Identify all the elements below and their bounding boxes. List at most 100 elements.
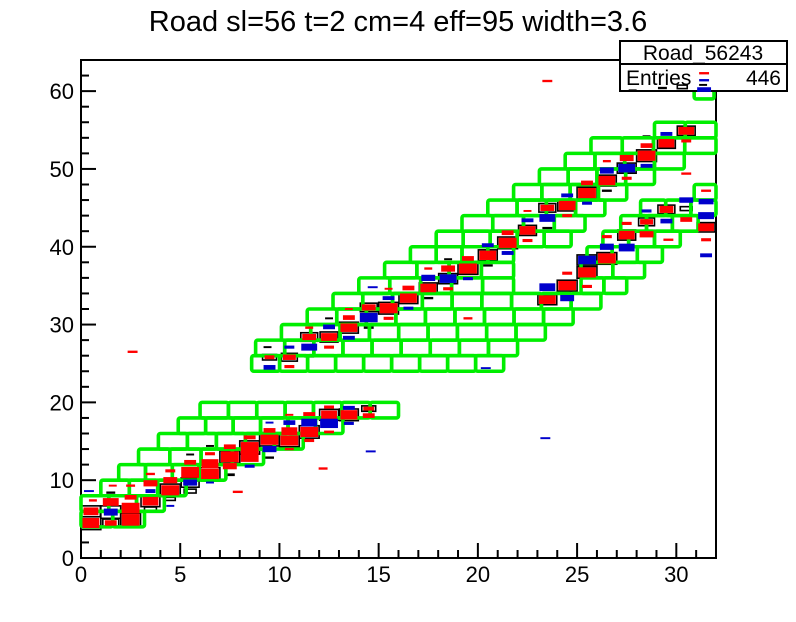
hit-box-red — [598, 175, 616, 186]
stats-title: Road_56243 — [643, 42, 763, 65]
hit-box-red — [263, 428, 276, 433]
hit-box-red — [127, 350, 138, 353]
hit-box-red — [658, 138, 675, 148]
hit-box-blue — [265, 421, 274, 424]
hit-box-red — [538, 295, 556, 304]
hit-box-red — [602, 159, 611, 163]
hit-box-blue — [698, 198, 714, 205]
hit-box-black — [676, 84, 689, 90]
hit-box-blue — [578, 255, 596, 265]
green-road-layer — [79, 86, 718, 529]
hit-box-red — [145, 472, 155, 476]
hit-box-red — [523, 209, 532, 212]
stats-entries-label: Entries — [626, 67, 691, 90]
hit-box-red — [420, 283, 437, 293]
y-tick-label: 10 — [50, 468, 74, 493]
hit-box-red — [165, 469, 176, 473]
hit-box-red — [582, 284, 592, 288]
hit-box-red — [284, 447, 294, 451]
hit-box-blue — [359, 312, 378, 323]
hit-box-red — [361, 304, 376, 311]
hit-box-black — [224, 473, 235, 477]
hit-box-red — [562, 214, 573, 218]
hit-box-red — [82, 517, 100, 529]
hit-box-red — [621, 176, 632, 180]
hit-box-red — [121, 502, 140, 514]
hit-box-red — [205, 452, 215, 456]
hit-box-red — [701, 189, 712, 192]
hit-box-blue — [323, 324, 335, 330]
hit-box-red — [578, 267, 596, 278]
hit-box-red — [558, 280, 577, 291]
hit-box-red — [340, 410, 358, 420]
hit-box-black — [542, 226, 553, 230]
hit-box-red — [637, 150, 656, 161]
hit-box-blue — [244, 464, 255, 468]
hit-box-black — [186, 453, 195, 456]
plot-frame — [80, 59, 717, 559]
x-tick-label: 5 — [174, 562, 186, 587]
hit-box-red — [459, 263, 477, 274]
hit-box-blue — [301, 343, 318, 351]
hit-box-red — [223, 444, 236, 450]
blue-hit-boxes-layer — [83, 87, 715, 516]
hit-box-black — [699, 83, 708, 86]
hit-box-red — [639, 231, 654, 238]
hit-box-red — [88, 499, 97, 502]
hit-box-red — [498, 237, 517, 248]
hit-box-red — [284, 365, 295, 369]
hit-box-black — [444, 258, 453, 261]
hit-box-black — [106, 491, 116, 494]
hit-box-red — [383, 316, 394, 320]
hit-box-red — [640, 219, 653, 225]
hit-box-red — [83, 507, 99, 516]
hit-box-red — [161, 485, 180, 496]
hit-box-red — [701, 238, 712, 242]
hit-box-red — [501, 230, 514, 236]
hit-box-blue — [698, 212, 715, 220]
hit-box-red — [479, 250, 497, 260]
hit-box-red — [519, 226, 536, 235]
hit-box-black — [164, 496, 177, 502]
hit-box-blue — [501, 251, 514, 255]
hit-box-red — [321, 410, 337, 420]
hit-box-red — [201, 468, 219, 480]
hit-box-red — [108, 484, 117, 487]
y-tick-label: 40 — [50, 235, 74, 260]
hit-box-red — [300, 426, 319, 438]
hit-box-black — [657, 86, 667, 90]
hit-box-red — [222, 463, 237, 470]
hit-box-red — [443, 287, 454, 291]
hit-box-black — [628, 89, 637, 92]
hit-box-blue — [83, 490, 94, 493]
hit-box-red — [680, 217, 693, 222]
hit-box-blue — [641, 209, 652, 213]
hit-box-red — [282, 354, 296, 360]
hit-box-blue — [521, 218, 534, 223]
hit-box-blue — [599, 243, 614, 250]
stats-entries-value: 446 — [746, 67, 781, 90]
hit-box-red — [384, 287, 393, 290]
hit-box-red — [581, 180, 593, 186]
hit-box-red — [578, 188, 596, 199]
hit-box-black — [601, 189, 612, 192]
x-tick-label: 15 — [366, 562, 390, 587]
hit-box-red — [601, 235, 612, 239]
hit-box-blue — [343, 421, 354, 425]
hit-box-red — [303, 412, 316, 416]
red-hit-boxes-layer — [82, 79, 715, 529]
hit-box-blue — [582, 201, 592, 205]
hit-box-red — [399, 293, 417, 303]
hit-box-blue — [103, 508, 118, 516]
hit-box-blue — [480, 367, 491, 370]
hit-box-red — [321, 333, 337, 341]
hit-box-blue — [618, 163, 636, 173]
hit-box-red — [280, 435, 299, 446]
hit-box-blue — [367, 286, 378, 289]
hit-box-blue — [206, 481, 214, 484]
hit-box-black — [325, 317, 334, 320]
hit-box-blue — [145, 489, 156, 494]
hit-box-red — [618, 230, 635, 240]
hit-box-red — [102, 498, 119, 506]
x-tick-label: 25 — [565, 562, 589, 587]
